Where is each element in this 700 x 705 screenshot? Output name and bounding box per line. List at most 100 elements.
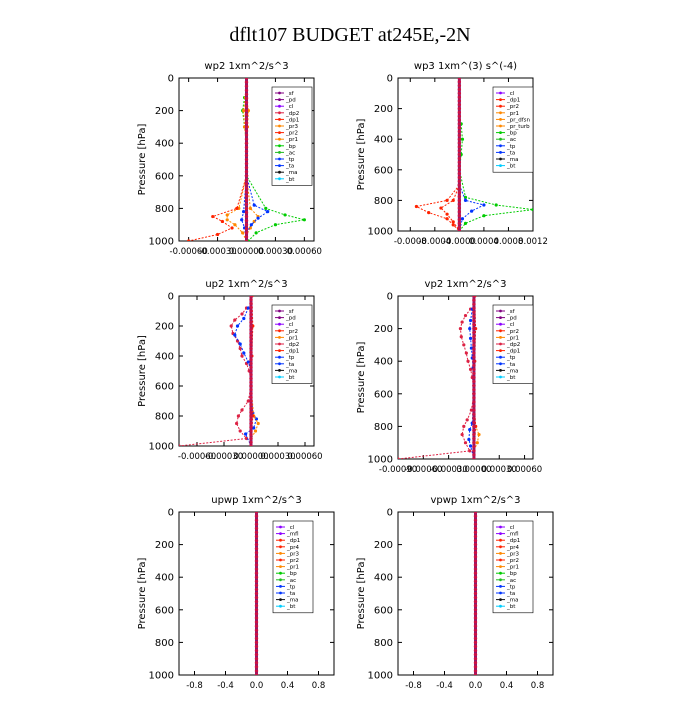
zero-profile-marker — [249, 418, 253, 422]
zero-profile-marker — [472, 326, 476, 331]
series-point-dp1 — [211, 214, 215, 219]
x-tick-label: 0.00030 — [482, 465, 517, 475]
legend-label-dp1: _dp1 — [286, 538, 300, 544]
series-point-dp2 — [468, 367, 473, 371]
legend-label-cl: _cl — [285, 322, 294, 328]
legend-label-pr1: _pr1 — [506, 335, 519, 341]
legend-marker-ta — [499, 591, 502, 595]
legend-marker-dp2 — [499, 342, 502, 346]
zero-profile-marker — [472, 306, 476, 310]
legend-label-ma: _ma — [506, 157, 518, 163]
zero-profile-marker — [457, 83, 462, 88]
legend-label-bt: _bt — [285, 177, 295, 183]
x-tick-label: -0.00090 — [379, 465, 417, 475]
legend-label-pr3: _pr3 — [285, 124, 299, 130]
zero-profile-marker — [254, 538, 259, 543]
zero-profile-marker — [457, 175, 462, 180]
legend-marker-ac — [278, 151, 281, 154]
legend-marker-ta — [499, 151, 502, 154]
legend-label-pr3: _pr3 — [506, 551, 520, 557]
zero-profile-marker — [244, 112, 249, 117]
zero-profile-marker — [254, 608, 259, 612]
legend-label-bt: _bt — [285, 375, 295, 381]
zero-profile-marker — [472, 457, 476, 459]
x-tick-label: -0.8 — [186, 681, 203, 691]
zero-profile-marker — [249, 388, 253, 392]
legend-marker-pr1 — [499, 111, 502, 115]
zero-profile-marker — [249, 316, 253, 321]
legend-label-mfl: _mfl — [286, 532, 299, 538]
series-point-tp — [252, 426, 256, 430]
y-axis-label: Pressure [hPa] — [356, 119, 367, 191]
zero-profile-marker — [249, 309, 253, 313]
zero-profile-marker — [457, 106, 462, 111]
zero-profile-marker — [254, 530, 259, 535]
series-point-tp — [235, 324, 240, 328]
zero-profile-marker — [244, 227, 249, 231]
zero-profile-marker — [249, 339, 253, 343]
y-tick-label: 1000 — [368, 455, 393, 466]
legend-marker-cl — [278, 322, 281, 326]
chart-panel-0: wp2 1xm^2/s^3 0 200 400 600 800 1000 Pressure [… — [137, 61, 322, 257]
zero-profile-marker — [457, 187, 462, 191]
zero-profile-marker — [472, 408, 476, 412]
zero-profile-marker — [472, 392, 476, 396]
zero-profile-marker — [244, 190, 249, 194]
legend-label-cl: _cl — [506, 322, 515, 328]
legend: _cl_mfl_dp1_pr4_pr3_pr2_pr1_bp_ac_tp_ta_… — [492, 520, 534, 614]
series-point-dp2 — [398, 457, 400, 459]
zero-profile-marker — [244, 96, 249, 101]
zero-profile-marker — [473, 514, 478, 518]
zero-profile-marker — [457, 137, 462, 141]
series-point-pr1 — [256, 421, 260, 426]
series-point-tp — [469, 346, 474, 350]
zero-profile-marker — [254, 665, 259, 669]
zero-profile-marker — [472, 355, 476, 359]
y-tick-label: 400 — [155, 352, 174, 363]
series-point-pr3 — [242, 109, 246, 113]
zero-profile-marker — [254, 575, 259, 579]
zero-profile-marker — [472, 318, 476, 323]
series-point-ta — [240, 218, 244, 222]
zero-profile-marker — [472, 432, 476, 437]
zero-profile-marker — [472, 347, 476, 351]
zero-profile-marker — [244, 149, 249, 154]
zero-profile-marker — [254, 567, 259, 571]
legend-marker-bp — [499, 571, 502, 575]
legend-marker-pr1 — [278, 336, 281, 339]
figure-title: dflt107 BUDGET at245E,-2N — [229, 24, 470, 46]
zero-profile-marker — [472, 383, 476, 388]
chart-panel-1: wp3 1xm^(3) s^(-4) 0 200 400 600 800 1000 Press… — [356, 61, 548, 247]
legend-marker-ac — [499, 578, 502, 582]
legend-label-bp: _bp — [506, 571, 517, 577]
legend-marker-pr4 — [499, 545, 502, 549]
zero-profile-marker — [457, 110, 462, 115]
zero-profile-marker — [254, 579, 259, 583]
x-tick-label: 0.0012 — [518, 237, 548, 247]
zero-profile-marker — [457, 152, 462, 157]
series-point-tp — [242, 316, 246, 321]
legend-marker-pd — [278, 316, 281, 319]
legend-label-ta: _ta — [506, 362, 515, 368]
x-tick-label: -0.0000 — [443, 237, 476, 247]
legend-label-pr3: _pr3 — [286, 551, 300, 557]
series-point-dp2 — [468, 449, 472, 453]
legend-marker-pr2 — [278, 131, 281, 135]
zero-profile-marker — [473, 620, 478, 624]
zero-profile-marker — [473, 657, 478, 661]
series-point-bp — [482, 214, 486, 218]
zero-profile-marker — [249, 391, 253, 396]
series-point-pr3 — [233, 223, 237, 227]
legend: _sf_pd_cl_dp2_dp1_pr3_pr2_pr1_bp_ac_tp_t… — [271, 86, 313, 186]
zero-profile-marker — [457, 198, 462, 203]
y-tick-label: 0 — [387, 74, 393, 85]
series-point-dp2 — [246, 399, 250, 403]
zero-profile-marker — [457, 129, 462, 134]
series-group — [179, 296, 260, 446]
zero-profile-marker — [244, 202, 249, 207]
zero-profile-marker — [473, 644, 478, 649]
y-tick-label: 800 — [155, 638, 174, 649]
zero-profile-marker — [472, 420, 476, 425]
zero-profile-marker — [244, 198, 249, 202]
y-tick-label: 800 — [374, 196, 393, 207]
